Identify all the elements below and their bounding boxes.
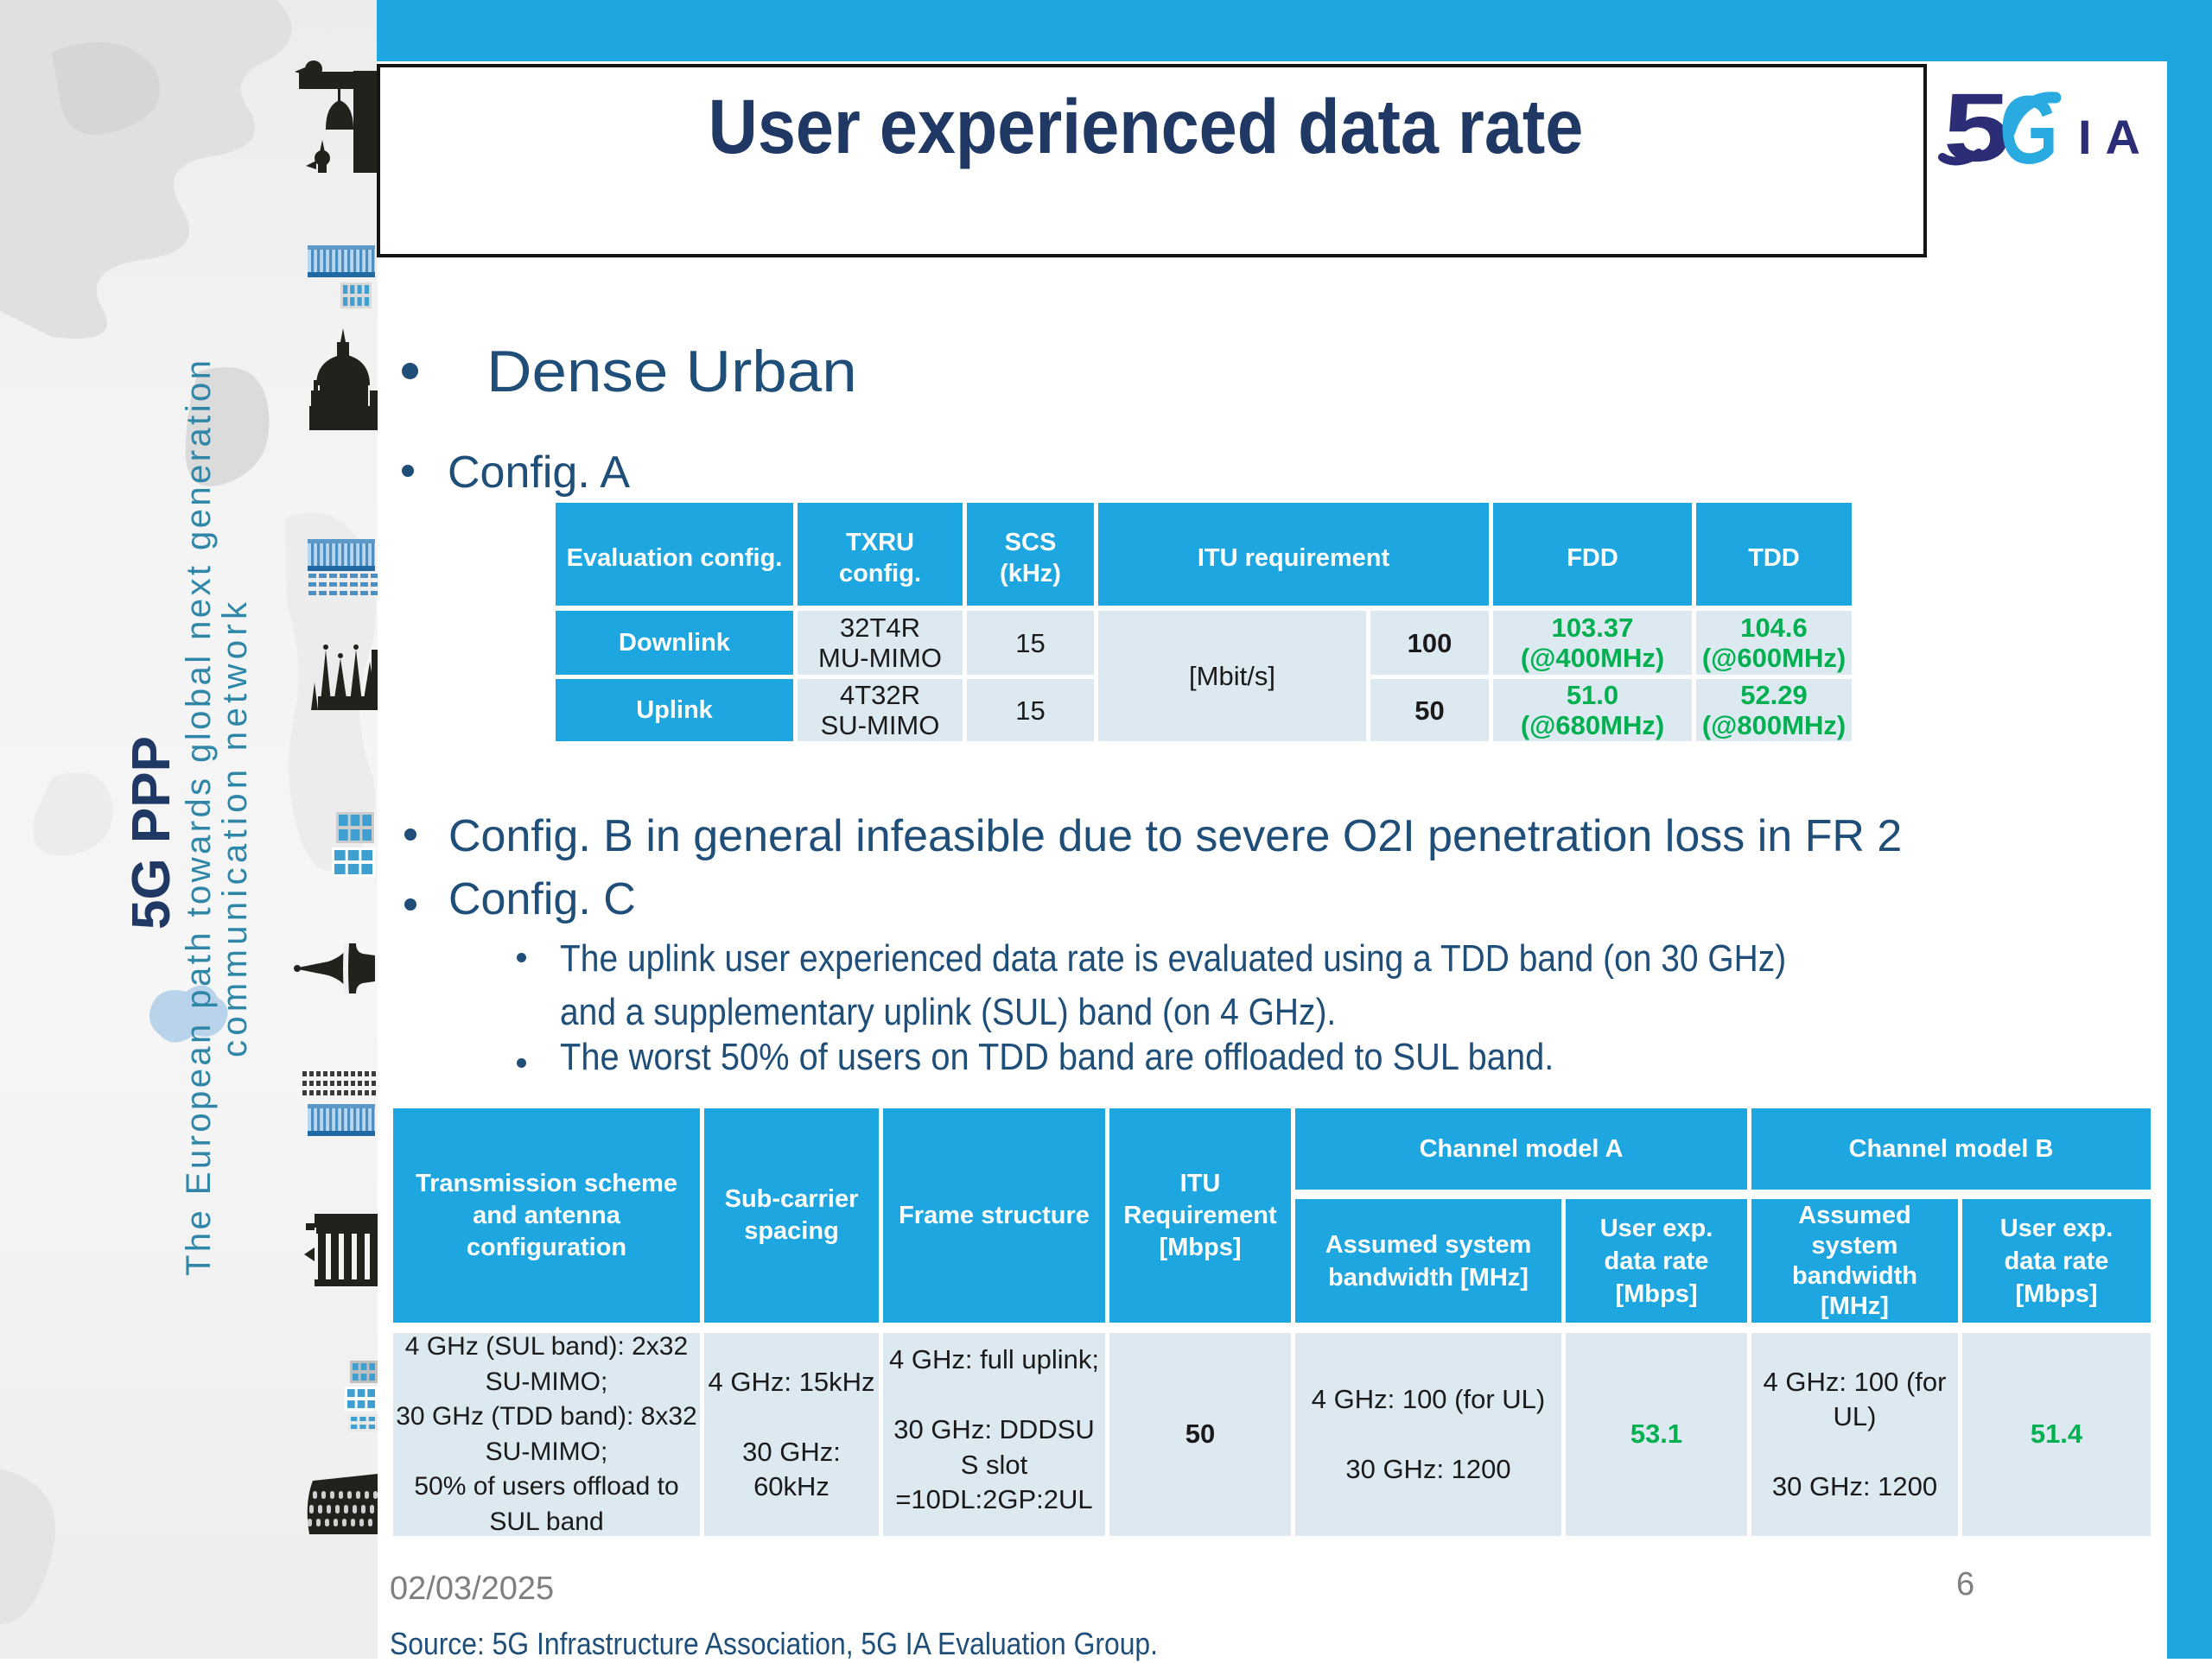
svg-text:IA: IA (2078, 110, 2154, 164)
svg-text:5G PPP: 5G PPP (122, 736, 181, 930)
svg-text:5: 5 (1943, 73, 2011, 181)
svg-text:The European path towards glob: The European path towards global next ge… (180, 360, 218, 1276)
